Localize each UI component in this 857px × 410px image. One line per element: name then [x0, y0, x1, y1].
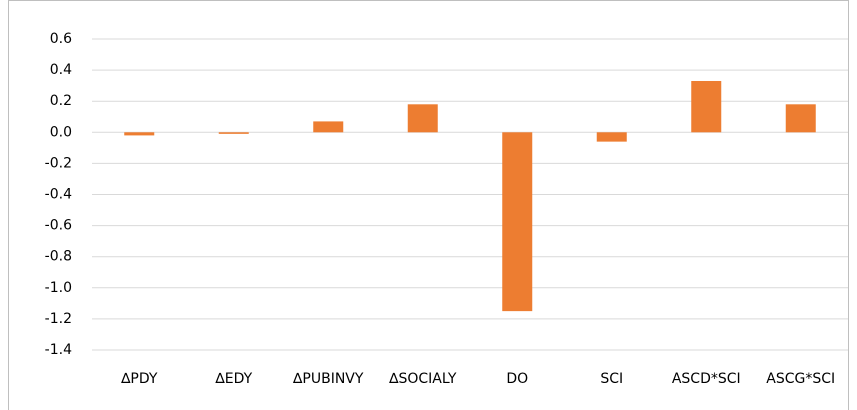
y-tick-label: -1.4: [45, 342, 72, 358]
bar: [785, 104, 816, 133]
y-tick-label: 0.4: [50, 62, 72, 78]
y-tick-label: 0.0: [50, 124, 72, 140]
y-tick-label: 0.6: [50, 31, 72, 47]
x-tick-label: ∆SOCIALY: [388, 371, 457, 387]
y-tick-label: -0.8: [45, 249, 72, 265]
y-tick-label: -0.2: [45, 155, 72, 171]
x-tick-label: ∆PUBINVY: [292, 371, 364, 387]
bar: [596, 132, 627, 142]
y-tick-label: 0.2: [50, 93, 72, 109]
x-tick-label: ∆EDY: [214, 371, 252, 387]
x-tick-label: ASCD*SCI: [672, 371, 741, 387]
x-tick-label: ASCG*SCI: [766, 371, 835, 387]
y-tick-label: -0.6: [45, 218, 72, 234]
bar: [313, 121, 344, 133]
y-tick-label: -1.2: [45, 311, 72, 327]
bar: [407, 104, 438, 133]
bar: [218, 132, 249, 134]
x-tick-label: DO: [506, 371, 528, 387]
y-tick-label: -1.0: [45, 280, 72, 296]
bar: [502, 132, 533, 312]
bar: [124, 132, 155, 136]
y-tick-label: -0.4: [45, 187, 72, 203]
chart-frame: [8, 0, 849, 410]
x-tick-label: ∆PDY: [120, 371, 158, 387]
bar: [691, 80, 722, 133]
x-tick-label: SCI: [600, 371, 623, 387]
